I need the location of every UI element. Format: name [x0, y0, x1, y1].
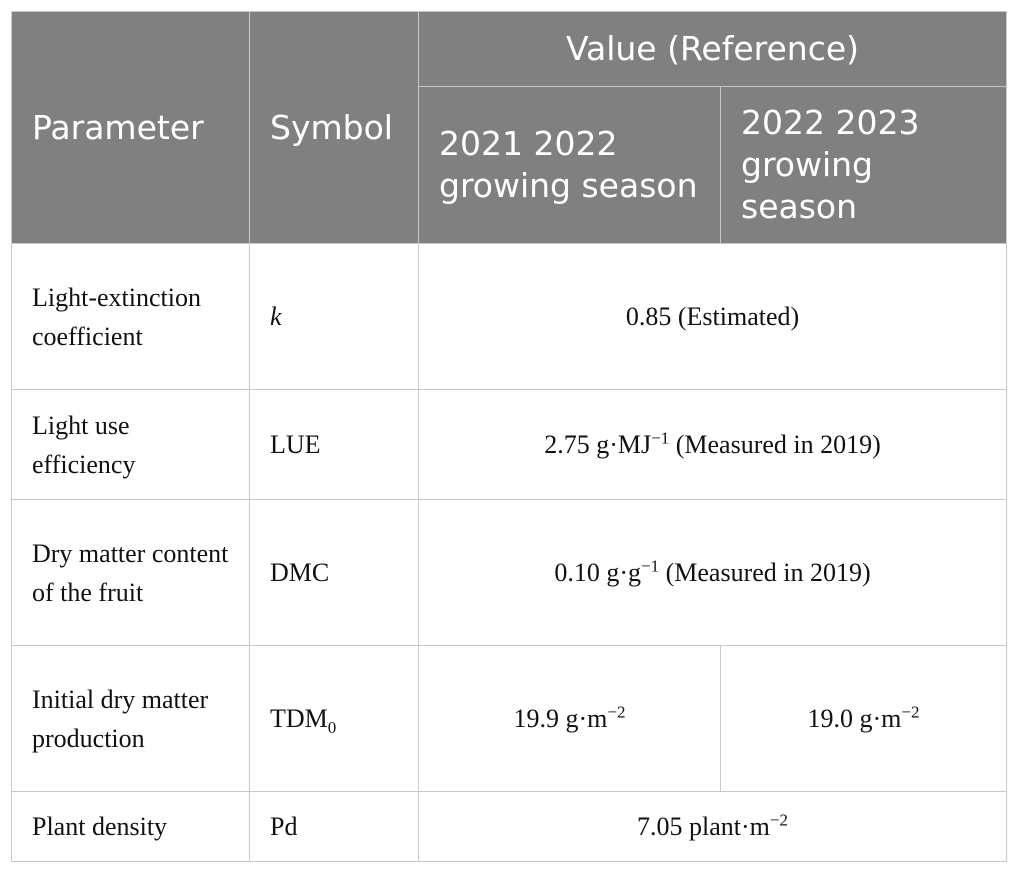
value-exponent: −2: [769, 810, 788, 830]
value-exponent: −2: [607, 702, 626, 722]
symbol-cell: Pd: [249, 791, 419, 862]
table-row: Dry matter content of the fruit DMC 0.10…: [11, 499, 1008, 646]
header-parameter: Parameter: [11, 11, 250, 244]
table-row: Light use efficiency LUE 2.75 g·MJ−1 (Me…: [11, 389, 1008, 500]
parameter-cell: Plant density: [11, 791, 250, 862]
value-text: 0.10 g·g: [554, 558, 642, 587]
parameter-table: Parameter Symbol Value (Reference) 2021 …: [11, 11, 1008, 862]
header-season-2021-2022: 2021 2022 growing season: [418, 86, 721, 244]
value-text: 19.0 g·m: [807, 704, 902, 733]
table-row: Plant density Pd 7.05 plant·m−2: [11, 791, 1008, 862]
header-symbol: Symbol: [249, 11, 419, 244]
header-season-2022-2023: 2022 2023 growing season: [719, 86, 1008, 244]
value-text: 2.75 g·MJ: [544, 430, 652, 459]
value-text: 19.9 g·m: [513, 704, 608, 733]
table-row: Initial dry matter production TDM0 19.9 …: [11, 645, 1008, 792]
value-cell-season-1: 19.9 g·m−2: [418, 645, 721, 792]
parameter-cell: Dry matter content of the fruit: [11, 499, 250, 646]
symbol-cell: DMC: [249, 499, 419, 646]
parameter-cell: Light use efficiency: [11, 389, 250, 500]
value-cell: 0.85 (Estimated): [417, 243, 1008, 390]
table-row: Light-extinction coefficient k 0.85 (Est…: [11, 243, 1008, 390]
value-text: 7.05 plant·m: [637, 812, 770, 841]
value-cell: 7.05 plant·m−2: [417, 791, 1008, 862]
value-note: (Measured in 2019): [669, 430, 881, 459]
parameter-cell: Light-extinction coefficient: [11, 243, 250, 390]
value-exponent: −2: [901, 702, 920, 722]
value-exponent: −1: [641, 556, 660, 576]
symbol-cell: TDM0: [249, 645, 419, 792]
symbol-cell: k: [249, 243, 419, 390]
value-cell: 2.75 g·MJ−1 (Measured in 2019): [417, 389, 1008, 500]
symbol-base: TDM: [270, 704, 328, 733]
symbol-subscript: 0: [327, 718, 337, 738]
value-note: (Measured in 2019): [659, 558, 871, 587]
header-value-reference: Value (Reference): [417, 11, 1008, 87]
value-exponent: −1: [651, 428, 670, 448]
value-cell: 0.10 g·g−1 (Measured in 2019): [417, 499, 1008, 646]
parameter-cell: Initial dry matter production: [11, 645, 250, 792]
symbol-cell: LUE: [249, 389, 419, 500]
value-cell-season-2: 19.0 g·m−2: [719, 645, 1008, 792]
